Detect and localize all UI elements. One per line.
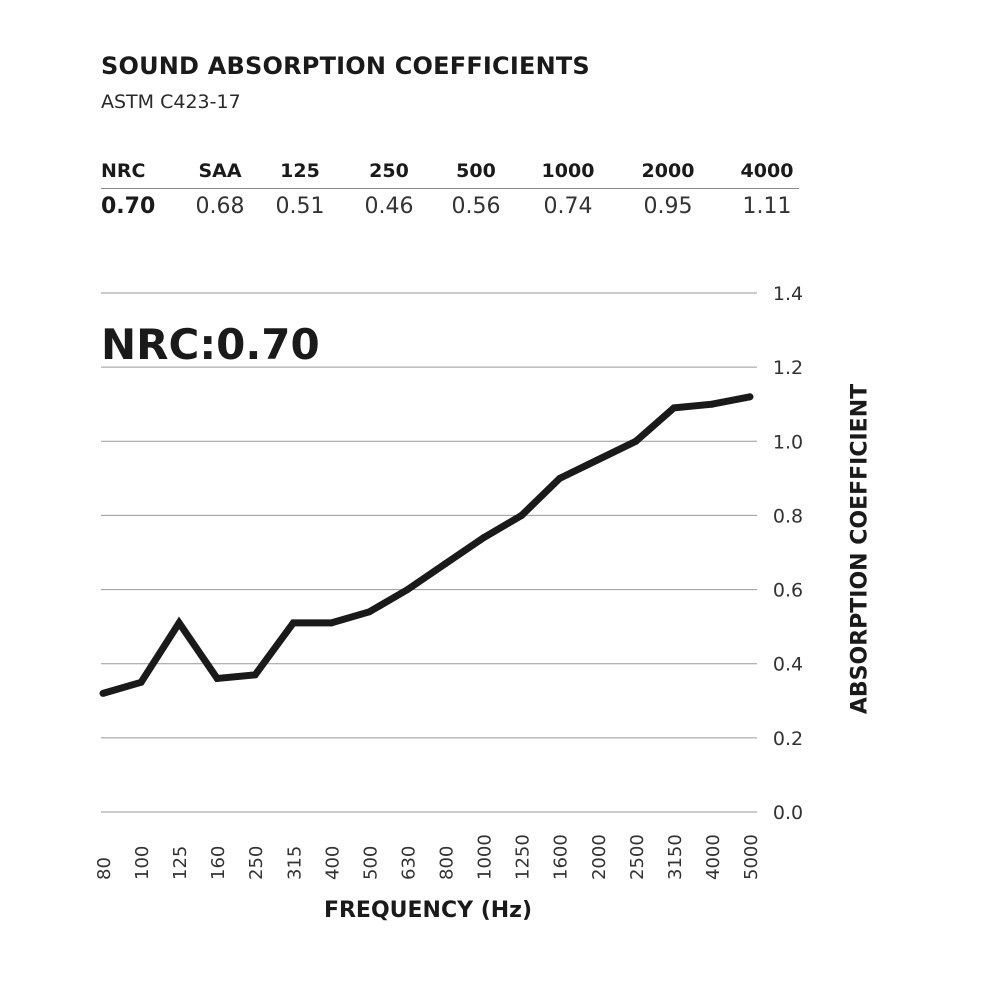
rating-value: 0.56 bbox=[451, 194, 501, 219]
data-point bbox=[175, 619, 183, 627]
data-point bbox=[594, 456, 602, 464]
data-point bbox=[365, 608, 373, 616]
data-point bbox=[670, 404, 678, 412]
data-point bbox=[708, 400, 716, 408]
x-tick-label: 80 bbox=[94, 857, 115, 880]
y-tick-label: 1.2 bbox=[773, 357, 803, 379]
rating-col-1000: 1000 0.74 bbox=[528, 158, 608, 220]
rating-header: NRC bbox=[101, 160, 146, 182]
data-point bbox=[403, 586, 411, 594]
rating-col-125: 125 0.51 bbox=[260, 158, 340, 220]
data-point bbox=[632, 437, 640, 445]
chart-title: SOUND ABSORPTION COEFFICIENTS bbox=[101, 52, 590, 80]
data-point bbox=[442, 560, 450, 568]
rating-value: 0.74 bbox=[543, 194, 593, 219]
rating-col-250: 250 0.46 bbox=[349, 158, 429, 220]
x-tick-label: 160 bbox=[208, 846, 229, 880]
x-tick-label: 1000 bbox=[475, 834, 496, 880]
x-tick-label: 800 bbox=[437, 846, 458, 880]
x-tick-label: 500 bbox=[360, 846, 381, 880]
rating-value: 1.11 bbox=[742, 194, 792, 219]
y-tick-label: 0.2 bbox=[773, 728, 803, 750]
rating-value: 0.70 bbox=[101, 194, 156, 219]
data-point bbox=[518, 511, 526, 519]
rating-value: 0.51 bbox=[275, 194, 325, 219]
x-tick-label: 250 bbox=[246, 846, 267, 880]
x-tick-label: 1600 bbox=[551, 834, 572, 880]
nrc-callout: NRC:0.70 bbox=[101, 320, 320, 369]
data-point bbox=[137, 678, 145, 686]
y-tick-label: 1.0 bbox=[773, 431, 803, 453]
y-tick-label: 0.6 bbox=[773, 580, 803, 602]
data-point bbox=[251, 671, 259, 679]
x-tick-label: 3150 bbox=[665, 834, 686, 880]
data-point bbox=[746, 393, 754, 401]
y-axis-label: ABSORPTION COEFFICIENT bbox=[847, 383, 873, 715]
x-tick-label: 315 bbox=[284, 846, 305, 880]
data-point bbox=[99, 689, 107, 697]
x-tick-label: 400 bbox=[322, 846, 343, 880]
x-tick-label: 5000 bbox=[741, 834, 762, 880]
x-tick-label: 1250 bbox=[513, 834, 534, 880]
rating-col-4000: 4000 1.11 bbox=[727, 158, 807, 220]
data-point bbox=[556, 474, 564, 482]
y-tick-label: 0.8 bbox=[773, 505, 803, 527]
data-point bbox=[480, 534, 488, 542]
rating-header: 125 bbox=[280, 160, 320, 182]
rating-value: 0.46 bbox=[364, 194, 414, 219]
rating-header: 4000 bbox=[740, 160, 794, 182]
y-tick-label: 0.0 bbox=[773, 802, 803, 824]
rating-header: SAA bbox=[198, 160, 242, 182]
x-axis-label: FREQUENCY (Hz) bbox=[323, 898, 533, 923]
chart-subtitle: ASTM C423-17 bbox=[101, 91, 241, 113]
data-point bbox=[213, 675, 221, 683]
rating-col-nrc: NRC 0.70 bbox=[101, 158, 181, 220]
y-tick-label: 0.4 bbox=[773, 654, 803, 676]
rating-col-500: 500 0.56 bbox=[436, 158, 516, 220]
x-tick-label: 2500 bbox=[627, 834, 648, 880]
x-tick-label: 630 bbox=[398, 846, 419, 880]
data-point bbox=[289, 619, 297, 627]
rating-header: 1000 bbox=[541, 160, 595, 182]
rating-col-saa: SAA 0.68 bbox=[180, 158, 260, 220]
x-tick-label: 125 bbox=[170, 846, 191, 880]
rating-header: 250 bbox=[369, 160, 409, 182]
x-tick-label: 2000 bbox=[589, 834, 610, 880]
rating-col-2000: 2000 0.95 bbox=[628, 158, 708, 220]
rating-header: 500 bbox=[456, 160, 496, 182]
rating-header: 2000 bbox=[641, 160, 695, 182]
y-tick-label: 1.4 bbox=[773, 283, 803, 305]
ratings-table: NRC 0.70 SAA 0.68 125 0.51 250 0.46 500 … bbox=[101, 158, 799, 228]
series-line bbox=[102, 393, 751, 697]
x-tick-label: 100 bbox=[132, 846, 153, 880]
rating-value: 0.95 bbox=[643, 194, 693, 219]
x-tick-label: 4000 bbox=[703, 834, 724, 880]
ratings-divider bbox=[101, 188, 799, 189]
rating-value: 0.68 bbox=[195, 194, 245, 219]
data-point bbox=[327, 619, 335, 627]
